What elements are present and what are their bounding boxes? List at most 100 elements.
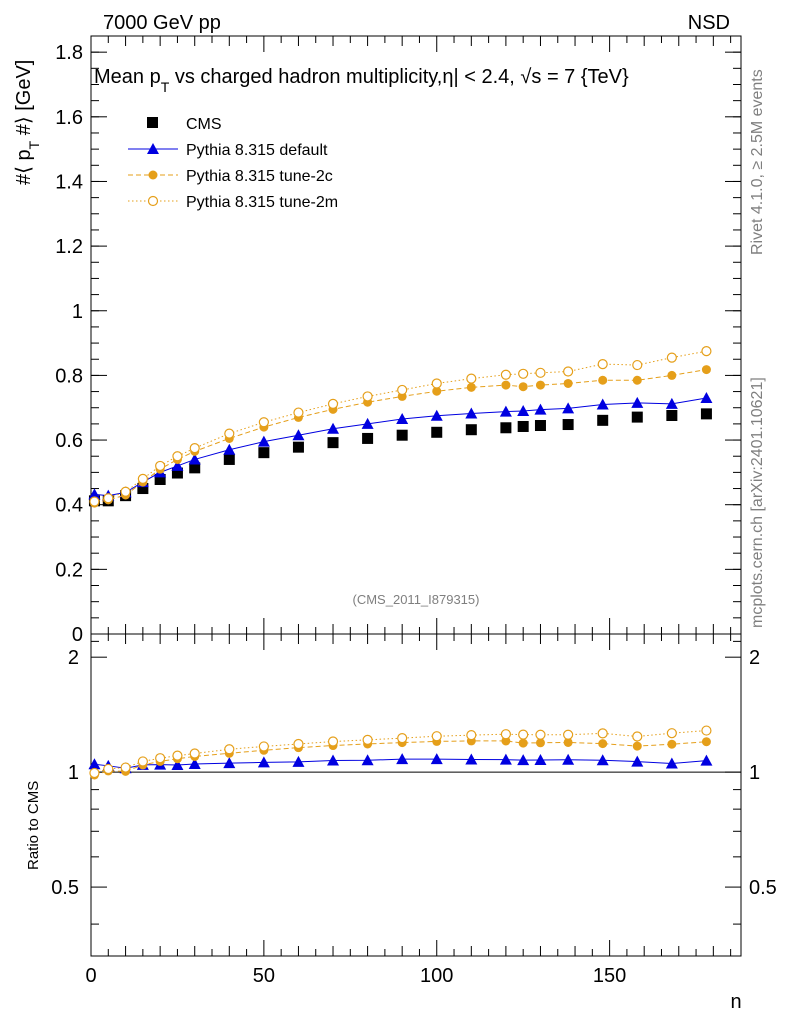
ratio-point-pythia-8-315-tune-2m [189,748,200,759]
point-pythia-8-315-tune-2m [701,346,712,357]
point-cms [666,409,678,421]
point-pythia-8-315-tune-2c [518,382,528,392]
title-eta: η| < 2.4, [442,66,520,88]
point-cms [517,420,529,432]
ratio-point-pythia-8-315-tune-2c [667,739,677,749]
ratio-point-pythia-8-315-tune-2m [103,763,114,775]
point-cms [327,437,339,449]
point-cms [396,429,408,441]
xtick-label: 0 [85,965,96,987]
point-pythia-8-315-default [396,413,409,425]
point-pythia-8-315-tune-2c [701,365,711,375]
series-line-pythia-8-315-default [94,397,707,497]
title-suffix: vs charged hadron multiplicity, [169,66,442,88]
ratio-point-pythia-8-315-default [188,757,201,769]
point-pythia-8-315-tune-2m [103,493,114,504]
point-pythia-8-315-default [327,422,340,434]
point-pythia-8-315-default [88,488,101,500]
ratio-point-pythia-8-315-tune-2m [431,731,442,742]
main-series [88,346,713,508]
point-pythia-8-315-default [257,435,270,447]
point-cms [292,441,304,453]
ratio-point-pythia-8-315-tune-2m [500,729,511,740]
point-cms [597,414,609,426]
point-pythia-8-315-tune-2m [563,366,574,377]
main-ylabel: #⟨ pT #⟩ [GeV] [13,60,42,185]
point-pythia-8-315-default [188,453,201,465]
ratio-point-pythia-8-315-default [88,758,101,770]
point-pythia-8-315-tune-2c [432,386,442,396]
main-ytick-label: 0.6 [55,430,83,452]
ratio-ytick-label-right: 2 [749,647,760,669]
point-cms [137,483,149,495]
point-pythia-8-315-default [562,402,575,414]
point-cms [431,426,443,438]
ratio-point-pythia-8-315-tune-2c [518,738,528,748]
series-line-pythia-8-315-tune-2m [94,350,707,502]
point-pythia-8-315-default [361,417,374,429]
point-pythia-8-315-default [465,407,478,419]
ratio-point-pythia-8-315-tune-2c [598,739,608,749]
legend-label-tune2c: Pythia 8.315 tune-2c [186,168,333,185]
ratio-point-pythia-8-315-tune-2m [362,734,373,745]
point-pythia-8-315-default [534,403,547,415]
ratio-point-pythia-8-315-tune-2m [293,738,304,750]
ratio-point-pythia-8-315-default [562,753,575,765]
point-pythia-8-315-tune-2c [563,378,573,388]
main-ytick-label: 0 [72,624,83,646]
point-pythia-8-315-tune-2m [362,391,373,402]
point-pythia-8-315-tune-2m [293,407,304,418]
ratio-point-pythia-8-315-default [257,756,270,768]
point-cms [154,473,166,485]
point-cms [223,453,235,465]
point-pythia-8-315-default [517,404,530,416]
ratio-point-pythia-8-315-default [171,758,184,770]
ratio-point-pythia-8-315-default [327,754,340,766]
point-pythia-8-315-tune-2m [137,473,148,484]
title-prefix: Mean p [94,66,161,88]
legend-marker-default [147,143,159,154]
ratio-point-pythia-8-315-tune-2c [701,737,711,747]
ratio-point-pythia-8-315-tune-2m [597,728,608,739]
point-pythia-8-315-tune-2m [189,443,200,454]
main-ytick-label: 1.6 [55,107,83,129]
main-ytick-label: 1.4 [55,171,83,193]
main-axis-ticks: 0 0.2 0.4 0.6 0.8 1 1.2 1.4 1.6 1.8 [55,42,741,646]
xtick-label: 100 [420,965,453,987]
point-cms [258,447,270,459]
ratio-point-pythia-8-315-tune-2c [563,737,573,747]
mcplots-label: mcplots.cern.ch [arXiv:2401.10621] [749,377,766,628]
legend: CMS Pythia 8.315 default Pythia 8.315 tu… [128,116,338,211]
ratio-point-pythia-8-315-tune-2m [327,736,339,747]
ratio-point-pythia-8-315-tune-2m [155,753,166,764]
ratio-point-pythia-8-315-tune-2m [258,741,269,752]
ratio-point-pythia-8-315-tune-2m [466,730,477,741]
ratio-point-pythia-8-315-default [499,753,512,765]
ratio-point-pythia-8-315-tune-2m [701,725,712,736]
ratio-point-pythia-8-315-tune-2m [120,762,131,773]
ratio-plot-frame [90,633,742,957]
point-pythia-8-315-tune-2m [518,368,529,379]
ratio-point-pythia-8-315-tune-2m [518,729,529,740]
main-ytick-label: 1.2 [55,236,83,258]
point-pythia-8-315-default [499,405,512,417]
ratio-ytick-label: 0.5 [51,877,79,899]
point-pythia-8-315-tune-2c [598,375,608,385]
point-pythia-8-315-tune-2m [666,352,677,363]
point-pythia-8-315-tune-2m [258,417,269,428]
ratio-point-pythia-8-315-tune-2m [224,744,235,755]
point-pythia-8-315-tune-2m [632,359,643,371]
ratio-point-pythia-8-315-default [596,754,609,766]
rivet-label: Rivet 4.1.0, ≥ 2.5M events [749,69,766,255]
point-pythia-8-315-tune-2m [89,496,100,507]
title-sqrt: √ [520,66,531,88]
ratio-point-pythia-8-315-tune-2m [137,756,148,767]
point-cms [700,408,712,420]
legend-marker-tune2m [147,195,159,207]
point-cms [171,467,183,479]
ratio-point-pythia-8-315-default [223,757,236,769]
plot-title: Mean pT vs charged hadron multiplicity,η… [94,66,629,95]
point-cms [362,432,374,444]
point-pythia-8-315-tune-2m [327,398,339,409]
